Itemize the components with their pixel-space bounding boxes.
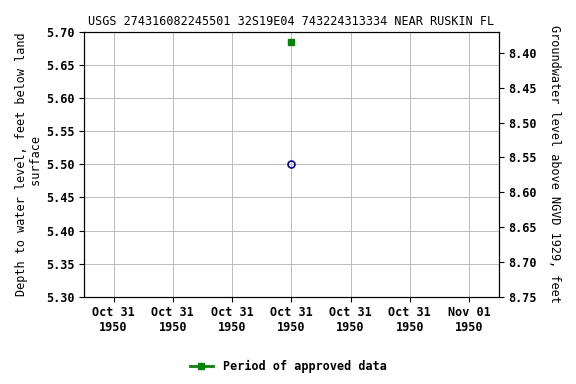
Y-axis label: Groundwater level above NGVD 1929, feet: Groundwater level above NGVD 1929, feet xyxy=(548,25,561,303)
Y-axis label: Depth to water level, feet below land
 surface: Depth to water level, feet below land su… xyxy=(15,33,43,296)
Legend: Period of approved data: Period of approved data xyxy=(185,356,391,378)
Title: USGS 274316082245501 32S19E04 743224313334 NEAR RUSKIN FL: USGS 274316082245501 32S19E04 7432243133… xyxy=(88,15,494,28)
